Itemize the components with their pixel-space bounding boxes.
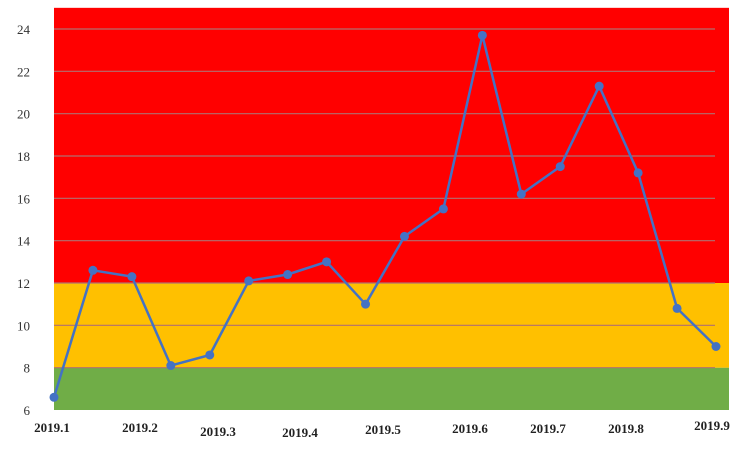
data-point [166,361,176,371]
data-point [322,257,332,267]
data-point [244,276,254,286]
y-tick-label: 18 [17,149,30,164]
x-tick-label: 2019.1 [34,420,70,435]
x-tick-label: 2019.5 [365,422,401,437]
gridlines [54,28,715,369]
series-line [49,30,721,402]
data-point [361,299,371,309]
data-point [88,265,98,275]
series-path [52,34,717,398]
x-axis-ticks: 2019.1 2019.2 2019.3 2019.4 2019.5 2019.6 2019… [34,418,730,440]
x-tick-label: 2019.2 [122,420,158,435]
x-tick-label: 2019.4 [282,425,318,440]
data-point [555,162,565,172]
x-tick-label: 2019.6 [452,421,488,436]
y-tick-label: 14 [17,234,31,249]
background-bands [54,7,729,410]
y-tick-label: 20 [17,107,30,122]
x-tick-label: 2019.3 [200,424,236,439]
data-point [127,272,137,282]
data-point [594,81,604,91]
data-point [438,204,448,214]
y-tick-label: 10 [17,318,30,333]
data-point [205,350,215,360]
data-point [399,231,409,241]
data-point [516,189,526,199]
band-2 [54,7,729,283]
data-point [711,342,721,351]
band-0 [54,367,729,410]
y-tick-label: 24 [17,22,31,37]
y-axis-ticks: 6 8 10 12 14 16 18 20 22 24 [17,22,31,418]
y-tick-label: 12 [17,276,30,291]
y-tick-label: 22 [17,64,30,79]
data-point [49,392,59,402]
data-point [672,303,682,313]
data-point [633,168,643,178]
data-point [283,270,293,280]
x-tick-label: 2019.8 [608,421,644,436]
data-point [477,30,487,40]
x-tick-label: 2019.7 [530,421,566,436]
x-tick-label: 2019.9 [694,418,730,433]
y-tick-label: 16 [17,191,31,206]
y-tick-label: 6 [24,403,31,418]
y-tick-label: 8 [24,361,31,376]
